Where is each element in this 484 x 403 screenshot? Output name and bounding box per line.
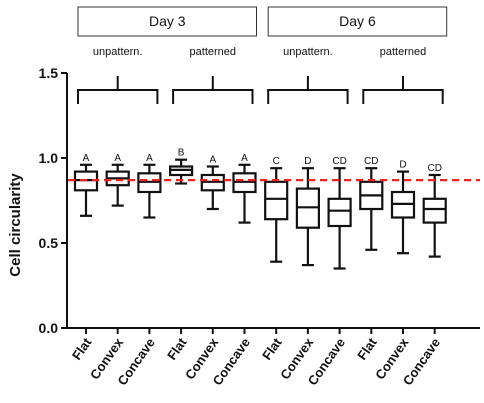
subgroup-label: patterned (190, 46, 236, 58)
significance-letter: A (241, 153, 248, 164)
box-2 (105, 163, 130, 207)
subgroup-bracket (77, 76, 159, 104)
box-3 (137, 163, 162, 219)
y-tick-label: 1.5 (39, 65, 59, 81)
subgroup-bracket (362, 76, 444, 104)
subgroup-label: unpattern. (93, 46, 143, 58)
box-12 (422, 173, 447, 258)
subgroup-bracket (267, 76, 349, 104)
y-tick-label: 1.0 (39, 150, 59, 166)
box-11 (390, 170, 416, 255)
significance-letter: B (178, 148, 185, 159)
significance-letter: A (146, 153, 153, 164)
box-1 (73, 163, 99, 217)
subgroup-bracket (172, 76, 254, 104)
day-header-label: Day 6 (339, 13, 376, 29)
significance-letter: CD (332, 156, 346, 167)
significance-letter: A (209, 155, 216, 166)
significance-letter: D (304, 156, 311, 167)
box-iqr (264, 180, 289, 221)
day-header-label: Day 3 (149, 13, 186, 29)
box-9 (327, 167, 352, 270)
significance-letter: D (399, 160, 406, 171)
y-tick-label: 0.0 (39, 320, 59, 336)
x-tick-label: Flat (69, 335, 95, 363)
box-8 (295, 167, 320, 267)
box-iqr (327, 197, 352, 228)
box-5 (200, 165, 225, 211)
box-iqr (422, 197, 447, 224)
significance-letter: C (273, 156, 280, 167)
significance-letter: A (83, 153, 90, 164)
day-header-box (77, 6, 257, 37)
x-tick-label: Flat (164, 335, 190, 363)
box-10 (359, 167, 384, 251)
box-4 (169, 158, 194, 185)
significance-letter: CD (427, 163, 441, 174)
x-tick-label: Flat (259, 335, 285, 363)
box-7 (264, 167, 289, 263)
subgroup-label: unpattern. (283, 46, 333, 58)
box-6 (232, 163, 257, 224)
day-header-box (267, 6, 448, 37)
y-axis-label: Cell circularity (7, 173, 24, 277)
y-tick-label: 0.5 (39, 235, 59, 251)
significance-letter: CD (364, 156, 378, 167)
significance-letter: A (114, 153, 121, 164)
x-tick-label: Flat (354, 335, 380, 363)
subgroup-label: patterned (380, 46, 426, 58)
